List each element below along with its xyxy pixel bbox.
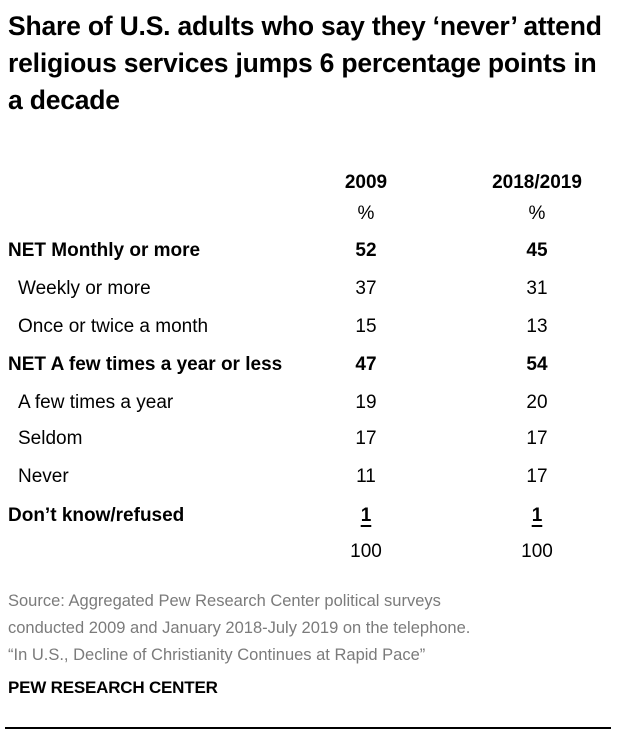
bottom-rule <box>5 727 611 729</box>
table-row: A few times a year 19 20 <box>0 384 624 422</box>
table-row: Don’t know/refused 1 1 <box>0 497 624 535</box>
cell-value: 54 <box>526 354 548 375</box>
table-cell: 31 <box>477 270 597 308</box>
cell-value: 1 <box>360 505 372 526</box>
cell-value: 1 <box>531 505 543 526</box>
table-cell: 17 <box>477 458 597 496</box>
table-cell: 1 <box>306 497 426 535</box>
row-label: Never <box>18 466 69 487</box>
table-cell: 1 <box>477 497 597 535</box>
cell-value: 20 <box>526 392 548 413</box>
chart-title: Share of U.S. adults who say they ‘never… <box>8 11 602 115</box>
table-cell: 11 <box>306 458 426 496</box>
cell-value: 37 <box>355 278 377 299</box>
source-line: Source: Aggregated Pew Research Center p… <box>8 592 441 610</box>
cell-value: 13 <box>526 316 548 337</box>
table-row: Seldom 17 17 <box>0 420 624 458</box>
footer-logo-text: PEW RESEARCH CENTER <box>8 678 218 697</box>
table-cell: 47 <box>306 346 426 384</box>
row-label: A few times a year <box>18 392 174 413</box>
cell-value: 45 <box>526 240 548 261</box>
cell-value: 17 <box>526 466 548 487</box>
column-header-2009: 2009 <box>344 172 388 193</box>
row-label: Don’t know/refused <box>8 505 185 526</box>
table-cell: 13 <box>477 308 597 346</box>
total-value: 100 <box>350 541 382 562</box>
table-row: Once or twice a month 15 13 <box>0 308 624 346</box>
table-cell: 54 <box>477 346 597 384</box>
unit-row: % % <box>0 195 624 233</box>
column-header-row: 2009 2018/2019 <box>0 164 624 202</box>
source-line: “In U.S., Decline of Christianity Contin… <box>8 646 426 664</box>
total-row: 100 100 <box>0 533 624 571</box>
cell-value: 17 <box>526 428 548 449</box>
column-header-2018-2019: 2018/2019 <box>492 172 582 193</box>
unit-label: % <box>357 203 375 224</box>
cell-value: 11 <box>356 466 376 487</box>
row-label: Once or twice a month <box>18 316 209 337</box>
row-label: NET Monthly or more <box>8 240 201 261</box>
table-row: NET Monthly or more 52 45 <box>0 232 624 270</box>
total-value: 100 <box>521 541 553 562</box>
cell-value: 52 <box>355 240 377 261</box>
table-cell: 37 <box>306 270 426 308</box>
row-label: Weekly or more <box>18 278 151 299</box>
cell-value: 47 <box>355 354 377 375</box>
table-cell: 20 <box>477 384 597 422</box>
table-cell: 17 <box>477 420 597 458</box>
table-cell: 15 <box>306 308 426 346</box>
source-note: Source: Aggregated Pew Research Center p… <box>8 588 470 669</box>
cell-value: 31 <box>526 278 548 299</box>
cell-value: 15 <box>355 316 377 337</box>
table-cell: 45 <box>477 232 597 270</box>
table-cell: 17 <box>306 420 426 458</box>
table-row: Weekly or more 37 31 <box>0 270 624 308</box>
table-cell: 52 <box>306 232 426 270</box>
table-cell: 19 <box>306 384 426 422</box>
cell-value: 19 <box>355 392 377 413</box>
row-label: NET A few times a year or less <box>8 354 283 375</box>
cell-value: 17 <box>355 428 377 449</box>
table-row: Never 11 17 <box>0 458 624 496</box>
unit-label: % <box>528 203 546 224</box>
source-line: conducted 2009 and January 2018-July 201… <box>8 619 471 637</box>
table-row: NET A few times a year or less 47 54 <box>0 346 624 384</box>
row-label: Seldom <box>18 428 83 449</box>
